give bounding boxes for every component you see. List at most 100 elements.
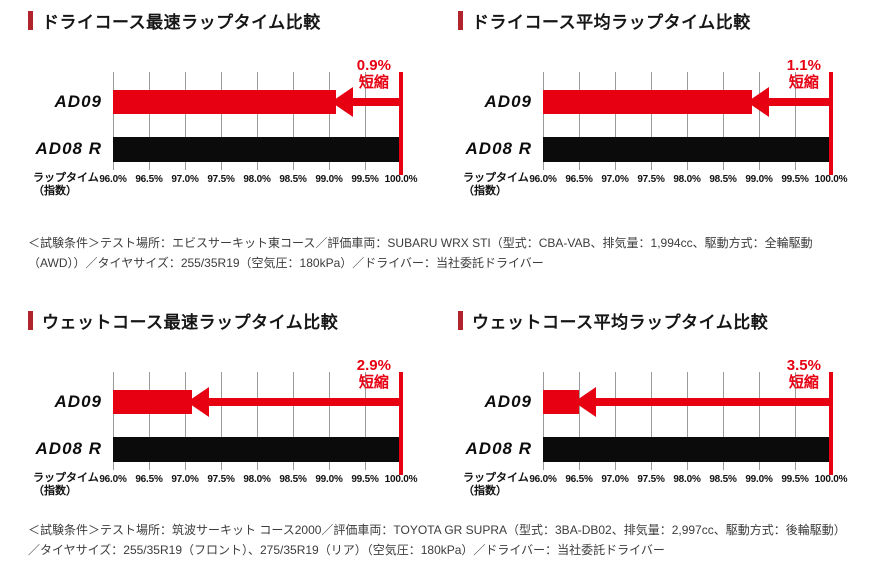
x-axis-label-line2: （指数） bbox=[33, 485, 77, 497]
bar-chart-wet-fastest: 2.9% 短縮 AD09 AD08 R 96.0% 96.5% 97.0% 97.5%… bbox=[33, 357, 418, 497]
baseline-100pct bbox=[399, 72, 403, 175]
x-tick: 98.5% bbox=[709, 474, 737, 485]
x-tick: 97.5% bbox=[207, 174, 235, 185]
x-axis-label-line2: （指数） bbox=[463, 485, 507, 497]
chart-title-wet-average: ウェットコース平均ラップタイム比較 bbox=[458, 308, 858, 333]
test-conditions-dry: ＜試験条件＞テスト場所：エビスサーキット東コース／評価車両：SUBARU WRX… bbox=[28, 236, 813, 270]
series-label-ad09: AD09 bbox=[484, 392, 532, 411]
x-tick: 97.0% bbox=[171, 174, 199, 185]
chart-panel-wet-fastest: ウェットコース最速ラップタイム比較 2.9% 短縮 AD09 AD08 R 96… bbox=[28, 308, 428, 513]
reduction-annotation: 0.9% 短縮 bbox=[357, 57, 391, 91]
baseline-100pct bbox=[829, 372, 833, 475]
reduction-arrow-shaft bbox=[766, 98, 833, 106]
reduction-arrow-head bbox=[746, 87, 769, 117]
x-tick: 96.0% bbox=[99, 174, 127, 185]
chart-title-text: ウェットコース最速ラップタイム比較 bbox=[42, 313, 339, 332]
baseline-100pct bbox=[829, 72, 833, 175]
series-label-ad08r: AD08 R bbox=[465, 439, 532, 458]
bar-ad08r bbox=[543, 137, 831, 162]
x-tick: 99.0% bbox=[745, 474, 773, 485]
chart-title-dry-average: ドライコース平均ラップタイム比較 bbox=[458, 8, 858, 33]
x-tick: 98.5% bbox=[279, 174, 307, 185]
reduction-annotation: 2.9% 短縮 bbox=[357, 357, 391, 391]
x-tick: 96.5% bbox=[135, 174, 163, 185]
x-tick: 97.0% bbox=[171, 474, 199, 485]
x-tick: 96.0% bbox=[99, 474, 127, 485]
bar-ad09 bbox=[543, 390, 579, 414]
reduction-arrow-shaft bbox=[594, 398, 833, 406]
x-tick: 99.0% bbox=[745, 174, 773, 185]
x-tick: 99.0% bbox=[315, 174, 343, 185]
x-tick: 97.5% bbox=[637, 174, 665, 185]
x-tick: 97.5% bbox=[207, 474, 235, 485]
x-tick: 96.0% bbox=[529, 474, 557, 485]
x-tick: 99.5% bbox=[781, 474, 809, 485]
bar-chart-dry-average: 1.1% 短縮 AD09 AD08 R 96.0% 96.5% 97.0% 97.5%… bbox=[463, 57, 848, 197]
series-label-ad08r: AD08 R bbox=[35, 439, 102, 458]
reduction-word: 短縮 bbox=[358, 374, 389, 391]
x-axis-label: ラップタイム （指数） bbox=[33, 472, 99, 498]
reduction-annotation: 1.1% 短縮 bbox=[787, 57, 821, 91]
series-label-ad09: AD09 bbox=[484, 92, 532, 111]
x-tick: 100.0% bbox=[814, 474, 848, 485]
x-tick: 96.5% bbox=[565, 474, 593, 485]
reduction-arrow-head bbox=[187, 387, 210, 417]
x-tick: 97.5% bbox=[637, 474, 665, 485]
reduction-percent: 2.9% bbox=[356, 357, 391, 374]
chart-panel-wet-average: ウェットコース平均ラップタイム比較 3.5% 短縮 AD09 AD08 R 96… bbox=[458, 308, 858, 513]
x-axis-ticks: 96.0% 96.5% 97.0% 97.5% 98.0% 98.5% 99.0% 99.5%… bbox=[99, 474, 417, 488]
baseline-100pct bbox=[399, 372, 403, 475]
chart-title-wet-fastest: ウェットコース最速ラップタイム比較 bbox=[28, 308, 428, 333]
x-axis-label: ラップタイム （指数） bbox=[33, 172, 99, 198]
chart-panel-dry-average: ドライコース平均ラップタイム比較 1.1% 短縮 AD09 AD08 R 96.… bbox=[458, 8, 858, 213]
chart-title-text: ドライコース最速ラップタイム比較 bbox=[42, 13, 321, 32]
reduction-percent: 1.1% bbox=[786, 57, 821, 74]
reduction-word: 短縮 bbox=[358, 74, 389, 91]
x-axis-ticks: 96.0% 96.5% 97.0% 97.5% 98.0% 98.5% 99.0% 99.5%… bbox=[529, 474, 847, 488]
bar-ad08r bbox=[543, 437, 831, 462]
series-label-ad09: AD09 bbox=[54, 392, 102, 411]
x-axis-label-line1: ラップタイム bbox=[463, 172, 529, 184]
bar-ad08r bbox=[113, 137, 401, 162]
title-marker bbox=[458, 11, 463, 30]
series-label-ad08r: AD08 R bbox=[465, 139, 532, 158]
x-tick: 100.0% bbox=[384, 174, 418, 185]
chart-title-text: ウェットコース平均ラップタイム比較 bbox=[472, 313, 769, 332]
x-tick: 99.0% bbox=[315, 474, 343, 485]
x-tick: 98.5% bbox=[279, 474, 307, 485]
x-tick: 99.5% bbox=[351, 474, 379, 485]
bar-ad09 bbox=[543, 90, 752, 114]
x-axis-label-line1: ラップタイム bbox=[33, 172, 99, 184]
x-tick: 99.5% bbox=[351, 174, 379, 185]
x-axis-ticks: 96.0% 96.5% 97.0% 97.5% 98.0% 98.5% 99.0% 99.5%… bbox=[529, 174, 847, 188]
test-conditions-wet: ＜試験条件＞テスト場所：筑波サーキット コース2000／評価車両：TOYOTA … bbox=[28, 523, 846, 557]
x-tick: 99.5% bbox=[781, 174, 809, 185]
title-marker bbox=[28, 11, 33, 30]
reduction-percent: 0.9% bbox=[356, 57, 391, 74]
x-tick: 97.0% bbox=[601, 174, 629, 185]
reduction-arrow-shaft bbox=[207, 398, 403, 406]
reduction-arrow-shaft bbox=[351, 98, 403, 106]
x-tick: 100.0% bbox=[814, 174, 848, 185]
bar-ad08r bbox=[113, 437, 401, 462]
x-tick: 98.0% bbox=[673, 474, 701, 485]
x-axis-ticks: 96.0% 96.5% 97.0% 97.5% 98.0% 98.5% 99.0% 99.5%… bbox=[99, 174, 417, 188]
reduction-arrow-head bbox=[574, 387, 596, 417]
chart-panel-dry-fastest: ドライコース最速ラップタイム比較 0.9% 短縮 AD09 AD08 R 96.… bbox=[28, 8, 428, 213]
x-axis-label-line1: ラップタイム bbox=[463, 472, 529, 484]
chart-title-text: ドライコース平均ラップタイム比較 bbox=[472, 13, 751, 32]
x-axis-label-line2: （指数） bbox=[463, 185, 507, 197]
x-tick: 96.5% bbox=[565, 174, 593, 185]
reduction-arrow-head bbox=[331, 87, 354, 117]
bar-ad09 bbox=[113, 90, 337, 114]
x-axis-label-line2: （指数） bbox=[33, 185, 77, 197]
x-axis-label: ラップタイム （指数） bbox=[463, 472, 529, 498]
chart-title-dry-fastest: ドライコース最速ラップタイム比較 bbox=[28, 8, 428, 33]
x-tick: 97.0% bbox=[601, 474, 629, 485]
x-axis-label: ラップタイム （指数） bbox=[463, 172, 529, 198]
x-tick: 100.0% bbox=[384, 474, 418, 485]
x-tick: 98.5% bbox=[709, 174, 737, 185]
bar-ad09 bbox=[113, 390, 193, 414]
reduction-word: 短縮 bbox=[788, 74, 819, 91]
